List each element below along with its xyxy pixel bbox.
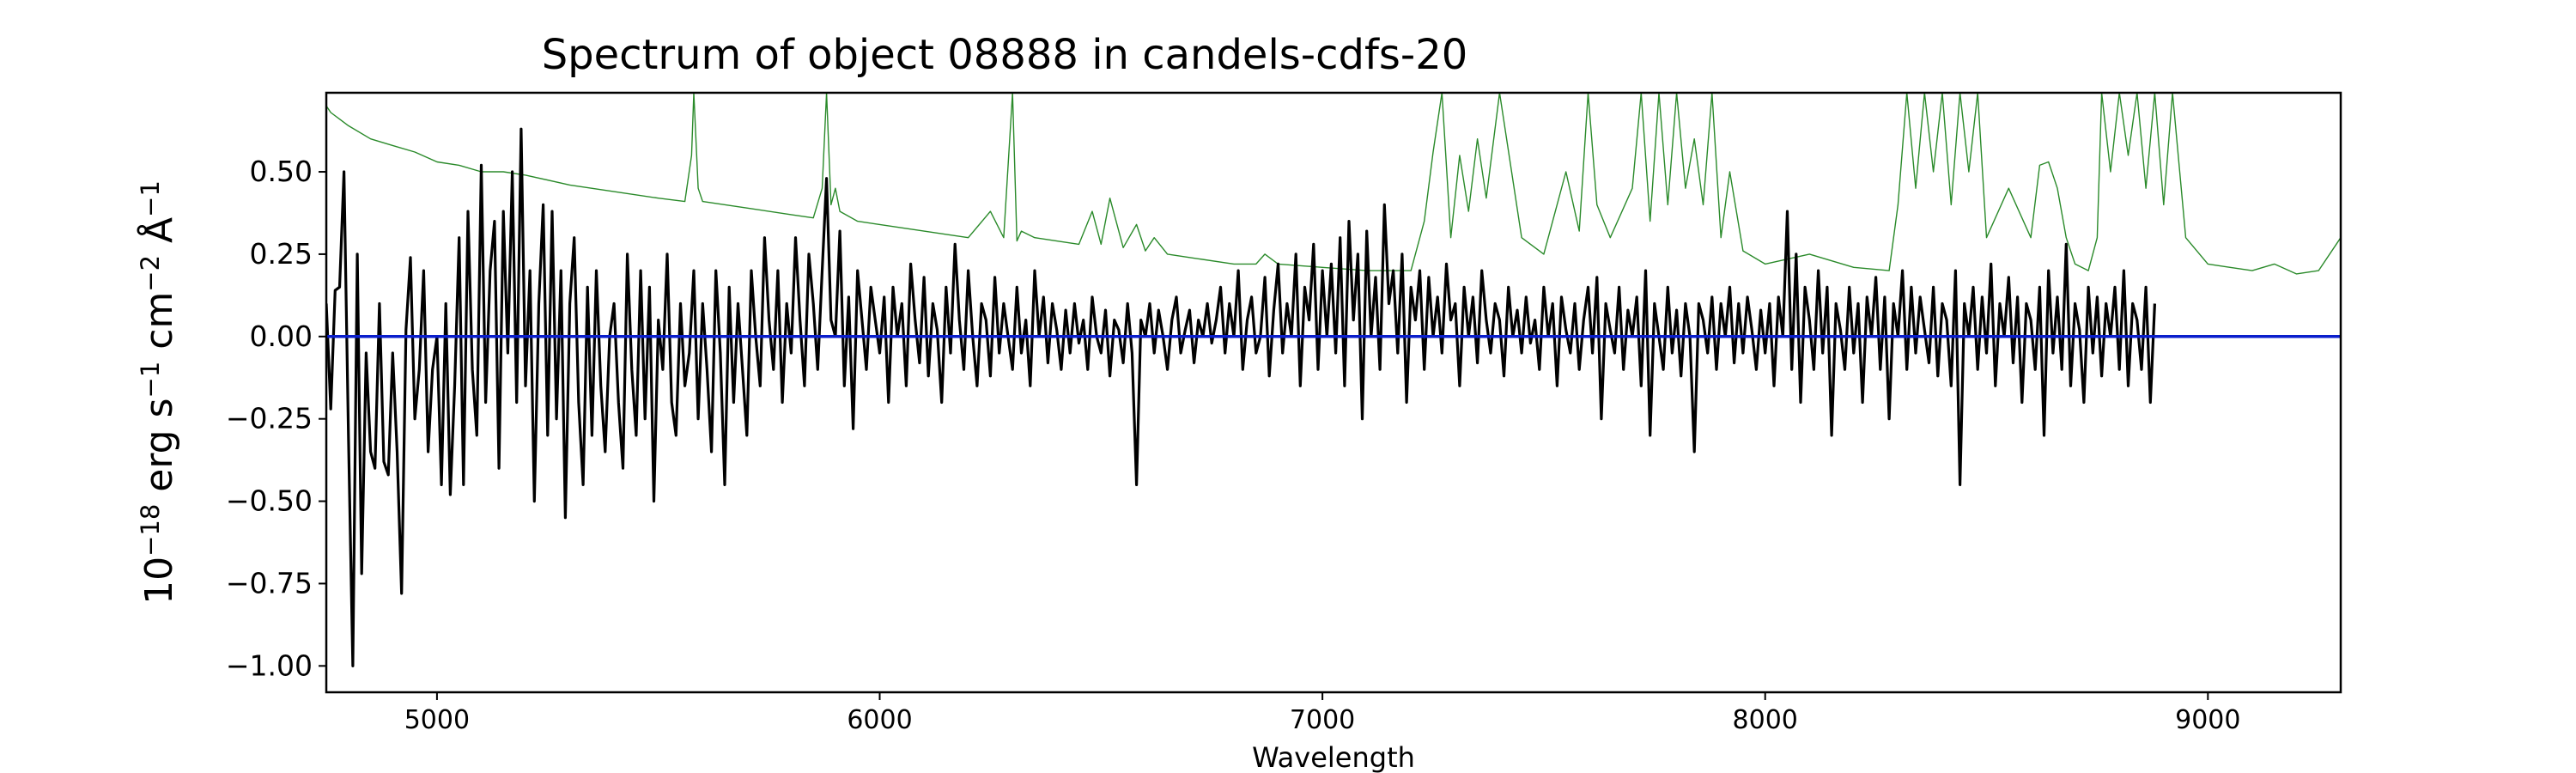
x-tick-label: 5000 [404, 705, 470, 735]
plot-area [325, 91, 2342, 694]
x-tick-label: 9000 [2175, 705, 2240, 735]
series-layer [326, 93, 2341, 667]
y-tick-label: −1.00 [226, 648, 313, 682]
y-tick-label: −0.75 [226, 566, 313, 600]
series-contamination-line [326, 93, 2341, 275]
y-tick-label: 0.50 [250, 155, 313, 188]
y-axis-label: 10−18 erg s−1 cm−2 Å−1 [136, 180, 181, 605]
x-axis: 5000 6000 7000 8000 9000 [404, 692, 2240, 735]
x-tick-label: 7000 [1290, 705, 1355, 735]
chart-title: Spectrum of object 08888 in candels-cdfs… [542, 31, 1468, 79]
x-tick-label: 6000 [847, 705, 912, 735]
y-axis: −1.00 −0.75 −0.50 −0.25 0.00 0.25 0.50 [226, 155, 326, 682]
x-tick-label: 8000 [1733, 705, 1798, 735]
y-tick-label: 0.00 [250, 320, 313, 353]
y-tick-label: −0.50 [226, 484, 313, 518]
y-tick-label: 0.25 [250, 237, 313, 271]
series-flux-line [326, 127, 2156, 667]
axes-frame [325, 91, 2342, 694]
y-tick-label: −0.25 [226, 402, 313, 435]
x-axis-label: Wavelength [1252, 741, 1415, 773]
